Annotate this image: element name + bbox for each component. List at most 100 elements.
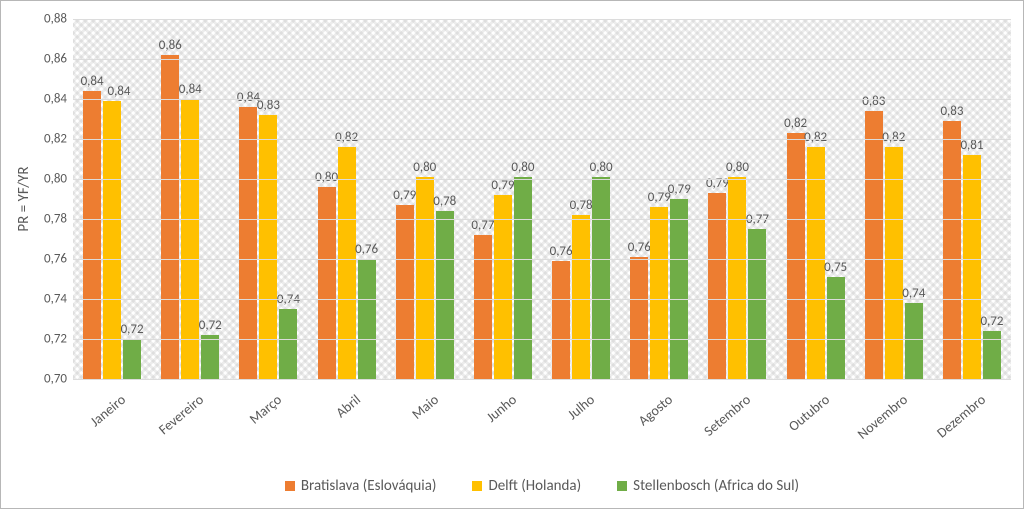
bar-value-label: 0,83 [862, 94, 885, 109]
bar-value-label: 0,78 [433, 194, 456, 209]
bar: 0,83 [943, 121, 961, 379]
bar-value-label: 0,83 [940, 104, 963, 119]
x-tick-label: Dezembro [933, 391, 989, 441]
bar: 0,80 [728, 177, 746, 379]
bar: 0,84 [103, 101, 121, 379]
bar: 0,82 [885, 147, 903, 379]
gridline [73, 59, 1011, 60]
y-tick-label: 0,84 [44, 92, 73, 107]
bar-value-label: 0,77 [471, 218, 494, 233]
category-group: 0,830,820,74 [855, 19, 933, 379]
legend-label: Stellenbosch (Africa do Sul) [633, 477, 799, 495]
bar-value-label: 0,72 [199, 318, 222, 333]
y-tick-label: 0,76 [44, 252, 73, 267]
bar-value-label: 0,79 [668, 182, 691, 197]
bar-value-label: 0,75 [824, 260, 847, 275]
chart-container: 0,840,840,720,860,840,720,840,830,740,80… [0, 0, 1024, 509]
gridline [73, 139, 1011, 140]
bar-value-label: 0,84 [81, 74, 104, 89]
x-tick-label: Janeiro [87, 391, 129, 430]
bar: 0,81 [963, 155, 981, 379]
bar: 0,76 [552, 261, 570, 379]
category-group: 0,830,810,72 [933, 19, 1011, 379]
bar-value-label: 0,82 [784, 116, 807, 131]
bar-value-label: 0,80 [511, 160, 534, 175]
x-tick-label: Outubro [785, 391, 833, 435]
y-tick-label: 0,78 [44, 212, 73, 227]
bar: 0,77 [748, 229, 766, 379]
bar: 0,84 [181, 99, 199, 379]
y-tick-label: 0,80 [44, 172, 73, 187]
bar-value-label: 0,84 [179, 82, 202, 97]
bar: 0,86 [161, 55, 179, 379]
bar-value-label: 0,72 [980, 314, 1003, 329]
category-group: 0,770,790,80 [464, 19, 542, 379]
bar: 0,74 [279, 309, 297, 379]
bar: 0,74 [905, 303, 923, 379]
category-group: 0,820,820,75 [777, 19, 855, 379]
bar: 0,79 [396, 205, 414, 379]
category-group: 0,800,820,76 [308, 19, 386, 379]
y-axis-label: PR = YF/YR [15, 166, 33, 231]
bar-value-label: 0,82 [804, 130, 827, 145]
bar: 0,78 [436, 211, 454, 379]
category-group: 0,790,800,78 [386, 19, 464, 379]
plot-area: 0,840,840,720,860,840,720,840,830,740,80… [73, 19, 1011, 379]
bars-row: 0,840,840,720,860,840,720,840,830,740,80… [73, 19, 1011, 379]
gridline [73, 99, 1011, 100]
bar-value-label: 0,86 [159, 38, 182, 53]
legend-label: Bratislava (Eslováquia) [301, 477, 437, 495]
bar-value-label: 0,72 [121, 322, 144, 337]
x-tick-label: Agosto [635, 391, 676, 429]
bar-value-label: 0,83 [257, 98, 280, 113]
legend: Bratislava (Eslováquia) Delft (Holanda) St… [73, 477, 1011, 495]
bar-value-label: 0,79 [393, 188, 416, 203]
y-tick-label: 0,74 [44, 292, 73, 307]
bar-value-label: 0,80 [590, 160, 613, 175]
category-group: 0,760,790,79 [620, 19, 698, 379]
bar: 0,79 [670, 199, 688, 379]
bar: 0,72 [201, 335, 219, 379]
y-tick-label: 0,86 [44, 52, 73, 67]
bar: 0,72 [123, 339, 141, 379]
bar: 0,80 [416, 177, 434, 379]
bar: 0,80 [514, 177, 532, 379]
gridline [73, 299, 1011, 300]
bar: 0,77 [474, 235, 492, 379]
legend-item: Stellenbosch (Africa do Sul) [617, 477, 799, 495]
y-tick-label: 0,70 [44, 372, 73, 387]
bar: 0,82 [338, 147, 356, 379]
gridline [73, 379, 1011, 380]
bar-value-label: 0,82 [882, 130, 905, 145]
legend-swatch [617, 481, 627, 491]
legend-item: Delft (Holanda) [472, 477, 581, 495]
category-group: 0,76 0,78 0,80 [542, 19, 620, 379]
gridline [73, 259, 1011, 260]
x-tick-label: Maio [408, 391, 441, 423]
gridline [73, 339, 1011, 340]
x-tick-label: Novembro [854, 391, 911, 443]
bar: 0,76 [630, 257, 648, 379]
x-tick-label: Abril [332, 391, 363, 421]
category-group: 0,790,800,77 [698, 19, 776, 379]
bar-value-label: 0,79 [491, 178, 514, 193]
bar-value-label: 0,82 [335, 130, 358, 145]
bar: 0,82 [787, 133, 805, 379]
legend-swatch [285, 481, 295, 491]
bar: 0,80 [318, 187, 336, 379]
bar-value-label: 0,76 [550, 244, 573, 259]
gridline [73, 179, 1011, 180]
bar: 0,79 [494, 195, 512, 379]
y-tick-label: 0,72 [44, 332, 73, 347]
bar-value-label: 0,78 [570, 198, 593, 213]
bar-value-label: 0,76 [355, 242, 378, 257]
bar: 0,79 [650, 207, 668, 379]
x-axis-labels: JaneiroFevereiroMarçoAbrilMaioJunhoJulho… [73, 387, 1011, 467]
bar-value-label: 0,80 [413, 160, 436, 175]
bar: 0,76 [358, 259, 376, 379]
gridline [73, 19, 1011, 20]
category-group: 0,840,830,74 [229, 19, 307, 379]
bar-value-label: 0,80 [315, 170, 338, 185]
bar: 0,82 [807, 147, 825, 379]
legend-item: Bratislava (Eslováquia) [285, 477, 437, 495]
